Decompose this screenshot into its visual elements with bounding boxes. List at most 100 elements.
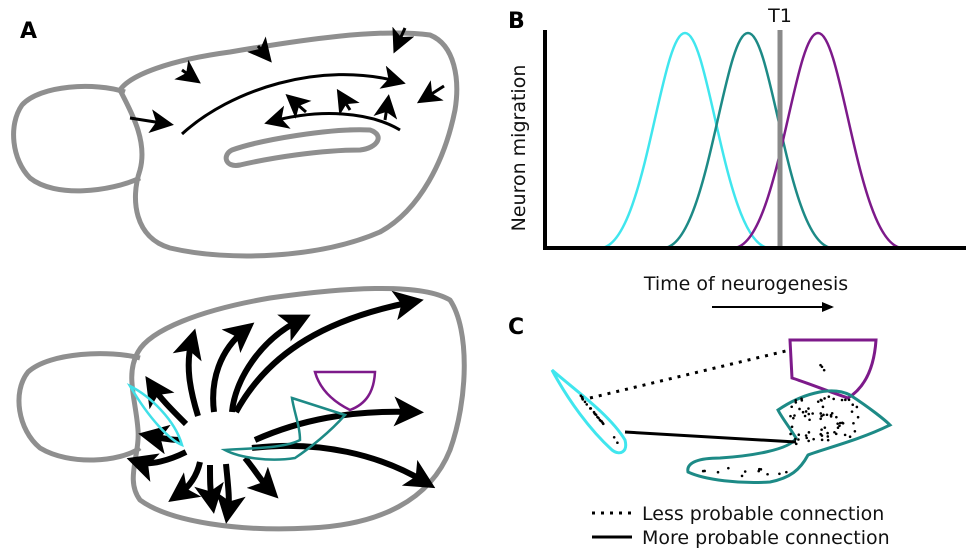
stipple-dot [811,412,814,415]
stipple-dot [717,471,720,474]
stipple-dot [794,438,797,441]
stipple-dot [597,417,600,420]
brain-top [14,28,457,256]
shape [182,70,196,80]
stipple-dot [836,422,839,425]
stipple-dot [821,434,824,437]
stipple-dot [821,365,824,368]
shape [14,86,140,190]
stipple-dot [789,415,792,418]
stipple-dot [807,407,810,410]
stipple-dot [828,395,831,398]
stipple-dot [808,418,811,421]
stipple-dot [582,398,585,401]
stipple-dot [854,430,857,433]
stipple-dot [585,403,588,406]
stipple-dot [807,413,810,416]
stipple-dot [856,406,859,409]
shape [150,436,180,440]
stipple-dot [826,432,829,435]
shape [340,94,350,110]
stipple-dot [826,435,829,438]
y-axis-label: Neuron migration [508,65,530,232]
stipple-dot [584,401,587,404]
figure: A B C [0,0,967,549]
stipple-dot [844,434,847,437]
stipple-dot [826,413,829,416]
stipple-dot [820,428,823,431]
shape [138,452,186,463]
stipple-dot [593,411,596,414]
stipple-dot [827,439,830,442]
panel-label-b: B [508,9,525,34]
stipple-dot [602,423,605,426]
stipple-dot [797,438,800,441]
x-axis-label: Time of neurogenesis [643,273,848,295]
stipple-dot [800,397,803,400]
stipple-dot [797,433,800,436]
shape [422,86,444,100]
stipple-dot [790,405,793,408]
panel-b-plot [543,30,966,307]
stipple-dot [841,399,844,402]
stipple-dot [802,411,805,414]
shape [385,100,388,120]
stipple-dot [851,403,854,406]
stipple-dot [851,410,854,413]
stipple-dot [812,438,815,441]
panel-label-a: A [20,19,37,44]
stipple-dot [822,414,825,417]
stipple-dot [793,414,796,417]
stipple-dot [832,398,835,401]
stipple-dot [766,473,769,476]
stipple-dot [702,470,705,473]
stipple-dot [792,417,795,420]
stipple-dot [807,440,810,443]
stipple-dot [848,399,851,402]
stipple-dot [823,369,826,372]
stipple-dot [820,399,823,402]
stipple-dot [741,475,744,478]
stipple-dot [789,433,792,436]
stipple-dot [839,422,842,425]
stipple-dot [616,441,619,444]
marker-label: T1 [767,5,792,27]
stipple-dot [824,426,827,429]
shape [290,98,306,112]
stipple-dot [857,416,860,419]
stipple-dot [822,406,825,409]
stipple-dot [590,407,593,410]
shape [600,33,770,248]
shape [226,464,229,512]
shape [120,33,457,256]
stipple-dot [804,415,807,418]
shape [270,114,400,130]
stipple-dot [727,467,730,470]
stipple-dot [838,424,841,427]
shape [733,33,903,248]
shape [663,33,833,248]
stipple-dot [808,431,811,434]
shape [790,340,876,398]
shape [236,302,412,412]
stipple-dot [805,410,808,413]
stipple-dot [835,416,838,419]
stipple-dot [791,425,794,428]
shape [625,432,796,442]
shape [552,370,626,453]
stipple-dot [817,400,820,403]
stipple-dot [613,436,616,439]
shape [580,364,860,477]
shape [19,354,140,460]
stipple-dot [823,397,826,400]
shape [182,75,400,134]
stipple-dot [849,435,852,438]
stipple-dot [844,399,847,402]
shape [189,340,198,416]
stipple-dot [833,431,836,434]
stipple-dot [760,468,763,471]
shape [315,372,375,410]
stipple-dot [852,422,855,425]
stipple-dot [778,472,781,475]
panel-label-c: C [508,315,524,340]
